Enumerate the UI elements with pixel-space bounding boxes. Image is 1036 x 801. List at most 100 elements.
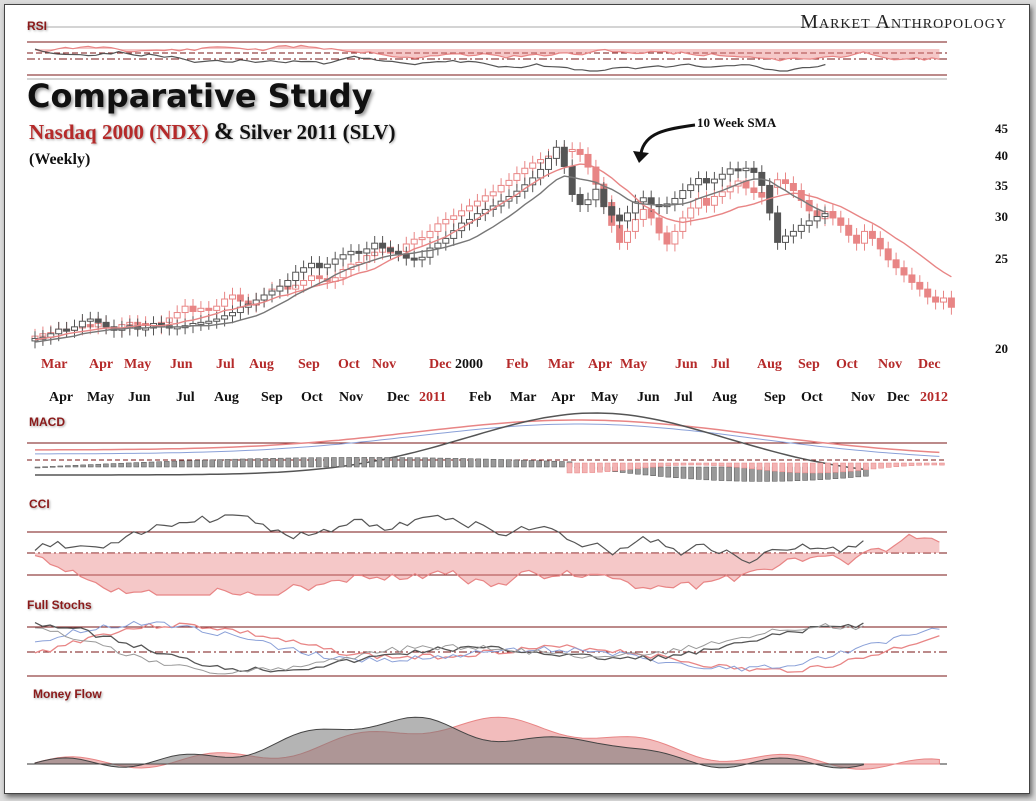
chart-subtitle: Nasdaq 2000 (NDX) & Silver 2011 (SLV) <box>29 119 396 146</box>
macd-hist-bar <box>376 457 383 468</box>
macd-hist-bar <box>460 458 466 468</box>
macd-hist-bar <box>521 459 527 468</box>
macd-hist-bar <box>939 462 945 466</box>
macd-hist-bar <box>338 457 345 468</box>
macd-hist-bar <box>673 462 679 466</box>
ndx-candle <box>932 296 940 303</box>
macd-hist-bar <box>673 466 679 479</box>
macd-hist-bar <box>612 462 618 472</box>
macd-hist-bar <box>445 457 451 468</box>
macd-hist-bar <box>703 462 710 466</box>
macd-hist-bar <box>209 459 216 468</box>
macd-hist-bar <box>916 462 922 466</box>
ndx-candle <box>173 312 181 319</box>
macd-hist-bar <box>201 459 208 468</box>
x-tick-label: Oct <box>301 390 323 405</box>
ndx-candle <box>671 230 679 245</box>
slv-candle <box>71 326 78 331</box>
ndx-sma10-line <box>34 163 952 341</box>
stoch-ndx-k <box>34 622 940 673</box>
mf-slv-area <box>34 716 864 769</box>
macd-hist-bar <box>901 462 907 467</box>
macd-hist-bar <box>878 462 884 469</box>
money-flow-label: Money Flow <box>33 687 102 701</box>
slv-candle <box>300 267 308 273</box>
slv-candle <box>363 248 371 254</box>
slv-candle <box>213 318 221 322</box>
macd-hist-bar <box>110 463 117 468</box>
macd-hist-bar <box>741 462 748 469</box>
macd-hist-bar <box>635 462 641 469</box>
macd-hist-bar <box>429 457 436 468</box>
x-tick-label: Oct <box>338 357 360 372</box>
macd-hist-bar <box>315 457 322 468</box>
slv-candle <box>315 262 323 269</box>
slv-candle <box>102 321 110 328</box>
chart-title: Comparative Study <box>27 77 373 115</box>
slv-candle <box>616 214 624 222</box>
y-tick-25: 25 <box>995 251 1008 266</box>
ndx-candle <box>631 218 639 232</box>
ndx-candle <box>829 211 837 219</box>
slv-candle <box>86 318 94 322</box>
slv-candle <box>560 146 568 167</box>
ndx-candle <box>884 248 892 261</box>
slv-candle <box>600 188 608 208</box>
macd-hist-bar <box>543 460 550 468</box>
stoch-slv-k <box>34 622 864 673</box>
macd-hist-bar <box>749 466 755 482</box>
macd-hist-bar <box>171 460 178 468</box>
macd-hist-bar <box>103 463 109 468</box>
slv-candle <box>308 262 315 269</box>
x-tick-label: Aug <box>712 390 737 405</box>
macd-hist-bar <box>186 460 193 468</box>
macd-hist-bar <box>361 457 368 468</box>
x-tick-label: Dec <box>918 357 941 372</box>
ndx-candle <box>940 297 947 303</box>
macd-hist-bar <box>163 461 170 468</box>
slv-candle <box>592 188 600 201</box>
ndx-candle <box>473 200 481 207</box>
macd-hist-bar <box>855 462 862 471</box>
ndx-candle <box>868 230 876 239</box>
macd-hist-bar <box>741 466 748 482</box>
slv-candle <box>797 224 805 232</box>
slv-candle <box>742 167 750 172</box>
frequency-label: (Weekly) <box>29 151 91 168</box>
series1-name: Nasdaq 2000 (NDX) <box>29 120 209 144</box>
macd-hist-bar <box>581 462 588 474</box>
macd-hist-bar <box>141 462 147 468</box>
macd-hist-bar <box>931 462 938 466</box>
brand-name: Market Anthropology <box>800 11 1007 33</box>
macd-hist-bar <box>399 457 406 468</box>
macd-hist-bar <box>194 460 200 468</box>
stoch-ndx-d <box>34 620 940 672</box>
x-tick-label: Dec <box>429 357 452 372</box>
macd-ndx-signal <box>35 423 940 457</box>
ndx-candle <box>837 217 845 226</box>
x-tick-label: 2012 <box>920 390 948 405</box>
macd-hist-bar <box>733 466 740 482</box>
x-tick-label: Mar <box>41 357 68 372</box>
macd-hist-bar <box>437 457 444 468</box>
ndx-candle <box>434 223 442 232</box>
macd-hist-bar <box>407 457 413 468</box>
x-tick-label: Apr <box>89 357 114 372</box>
ndx-candle <box>639 208 647 220</box>
macd-hist-bar <box>711 462 717 466</box>
y-tick-45: 45 <box>995 121 1008 136</box>
macd-hist-bar <box>87 464 94 468</box>
ndx-candle <box>181 305 189 314</box>
x-tick-label: Jun <box>170 357 193 372</box>
macd-hist-bar <box>467 458 474 468</box>
slv-candle <box>205 320 213 324</box>
x-tick-label: Dec <box>887 390 910 405</box>
macd-hist-bar <box>604 462 611 472</box>
macd-hist-bar <box>118 462 124 468</box>
slv-candle <box>284 280 292 287</box>
x-tick-label: Jun <box>637 390 660 405</box>
macd-hist-bar <box>771 462 778 472</box>
slv-candle <box>608 206 616 216</box>
x-tick-label: May <box>124 357 152 372</box>
rsi-slv-line <box>34 48 826 72</box>
